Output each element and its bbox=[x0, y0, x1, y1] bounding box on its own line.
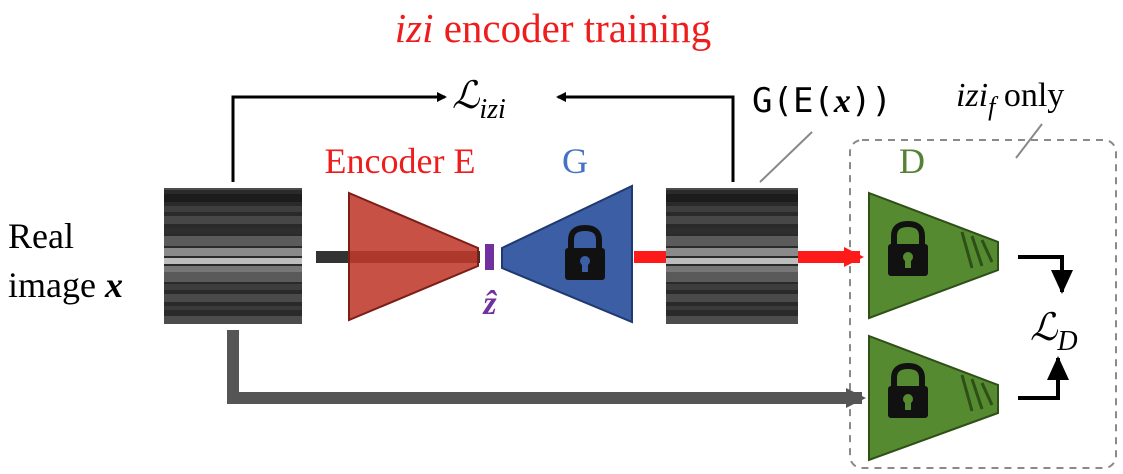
loss-izi-label: ℒizi bbox=[452, 75, 506, 125]
real-image-input bbox=[164, 188, 302, 324]
generator-output-pointer bbox=[759, 131, 813, 183]
lock-icon bbox=[888, 220, 928, 276]
generator-label: G bbox=[562, 141, 588, 181]
lock-icon bbox=[888, 362, 928, 418]
encoder-label: Encoder E bbox=[325, 141, 476, 181]
diagram-title: izi encoder training bbox=[395, 5, 712, 51]
discriminator-label: D bbox=[899, 141, 925, 181]
loss-izi-arrow-right bbox=[556, 92, 735, 182]
lock-icon bbox=[565, 224, 605, 280]
latent-z-label: ẑ bbox=[482, 285, 497, 322]
reconstructed-image bbox=[666, 188, 798, 324]
izif-only-region bbox=[849, 139, 1117, 469]
loss-d-arrow-top bbox=[1018, 255, 1073, 294]
discriminator-hatch-top bbox=[960, 231, 994, 269]
loss-d-arrow-bottom bbox=[1018, 356, 1069, 400]
real-image-label-line2: image x bbox=[8, 265, 123, 305]
generator-output-label: G(E(x)) bbox=[752, 81, 892, 121]
discriminator-hatch-bottom bbox=[960, 374, 994, 412]
real-image-to-discriminator-arrow bbox=[227, 330, 866, 408]
loss-d-label: ℒD bbox=[1030, 307, 1078, 357]
izif-only-label: izif only bbox=[956, 77, 1064, 121]
encoder-block bbox=[348, 191, 479, 322]
latent-z bbox=[485, 244, 494, 270]
real-image-label: Real bbox=[8, 216, 74, 256]
izif-only-pointer bbox=[1015, 123, 1043, 159]
loss-izi-arrow-left bbox=[231, 92, 447, 182]
